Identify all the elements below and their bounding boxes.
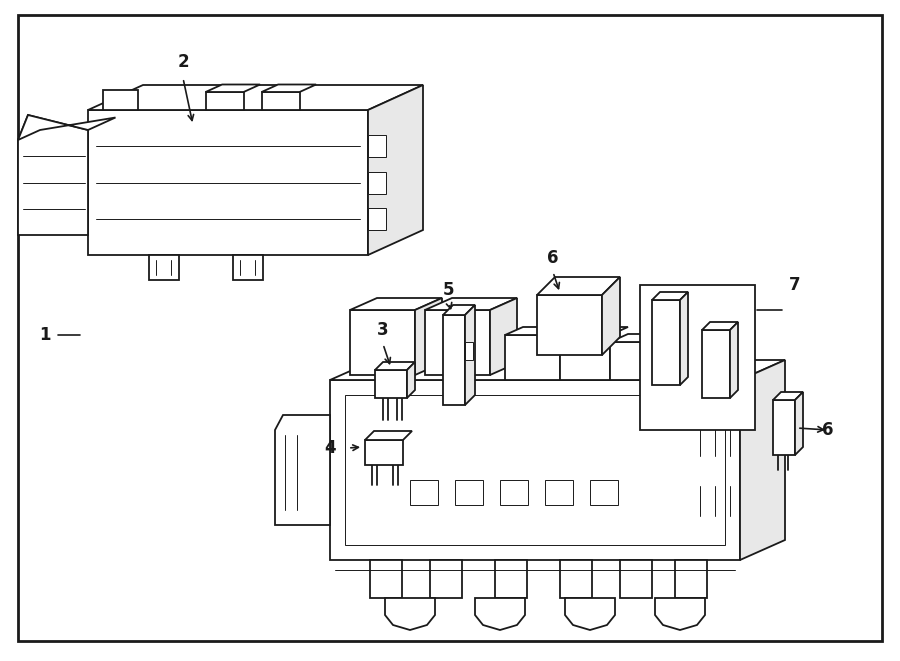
Polygon shape	[545, 480, 573, 505]
Polygon shape	[610, 342, 650, 380]
Polygon shape	[675, 560, 707, 598]
Polygon shape	[368, 208, 386, 230]
Polygon shape	[410, 480, 438, 505]
Polygon shape	[560, 560, 592, 598]
Polygon shape	[88, 110, 368, 255]
Polygon shape	[275, 415, 330, 525]
Polygon shape	[345, 395, 725, 545]
Text: 4: 4	[324, 439, 336, 457]
Polygon shape	[425, 310, 490, 375]
Polygon shape	[205, 85, 260, 92]
Polygon shape	[505, 335, 560, 380]
Polygon shape	[88, 85, 423, 110]
Polygon shape	[330, 380, 740, 560]
Polygon shape	[610, 334, 668, 342]
Polygon shape	[443, 315, 465, 405]
Polygon shape	[655, 348, 690, 380]
Polygon shape	[565, 598, 615, 630]
Polygon shape	[232, 255, 263, 280]
Polygon shape	[385, 598, 435, 630]
Polygon shape	[425, 298, 517, 310]
Polygon shape	[148, 255, 178, 280]
Polygon shape	[375, 362, 415, 370]
Polygon shape	[620, 560, 652, 598]
Polygon shape	[430, 560, 462, 598]
Polygon shape	[537, 295, 602, 355]
Polygon shape	[368, 136, 386, 157]
Polygon shape	[652, 292, 688, 300]
Polygon shape	[205, 92, 244, 110]
Polygon shape	[375, 370, 407, 398]
Polygon shape	[407, 362, 415, 398]
Text: 6: 6	[823, 421, 833, 439]
Text: 7: 7	[789, 276, 801, 294]
Polygon shape	[740, 360, 785, 560]
Polygon shape	[368, 85, 423, 255]
Polygon shape	[18, 115, 88, 235]
Polygon shape	[103, 90, 138, 110]
Polygon shape	[370, 560, 402, 598]
Polygon shape	[262, 85, 316, 92]
Polygon shape	[365, 431, 412, 440]
Polygon shape	[702, 330, 730, 398]
Polygon shape	[350, 298, 442, 310]
Polygon shape	[262, 92, 300, 110]
Polygon shape	[773, 400, 795, 455]
Polygon shape	[655, 340, 708, 348]
Polygon shape	[602, 277, 620, 355]
Text: 5: 5	[443, 281, 454, 299]
Polygon shape	[330, 360, 785, 380]
Polygon shape	[350, 310, 415, 375]
Polygon shape	[443, 305, 475, 315]
Text: 6: 6	[547, 249, 559, 267]
Polygon shape	[415, 298, 442, 375]
Polygon shape	[455, 480, 483, 505]
Polygon shape	[773, 392, 803, 400]
Polygon shape	[490, 298, 517, 375]
Polygon shape	[695, 352, 725, 380]
Polygon shape	[495, 560, 527, 598]
Polygon shape	[368, 171, 386, 194]
Polygon shape	[475, 598, 525, 630]
Text: 3: 3	[377, 321, 389, 339]
Polygon shape	[465, 305, 475, 405]
Polygon shape	[560, 335, 610, 380]
Polygon shape	[465, 342, 473, 360]
Polygon shape	[18, 115, 115, 140]
Polygon shape	[680, 292, 688, 385]
Polygon shape	[655, 598, 705, 630]
Polygon shape	[652, 300, 680, 385]
Polygon shape	[365, 440, 403, 465]
Polygon shape	[560, 327, 628, 335]
Polygon shape	[795, 392, 803, 455]
Polygon shape	[695, 344, 743, 352]
Polygon shape	[730, 322, 738, 398]
Polygon shape	[500, 480, 528, 505]
Text: 2: 2	[177, 53, 189, 71]
Polygon shape	[702, 322, 738, 330]
Text: 1: 1	[40, 326, 50, 344]
Polygon shape	[537, 277, 620, 295]
Polygon shape	[640, 285, 755, 430]
Polygon shape	[505, 327, 578, 335]
Polygon shape	[590, 480, 618, 505]
